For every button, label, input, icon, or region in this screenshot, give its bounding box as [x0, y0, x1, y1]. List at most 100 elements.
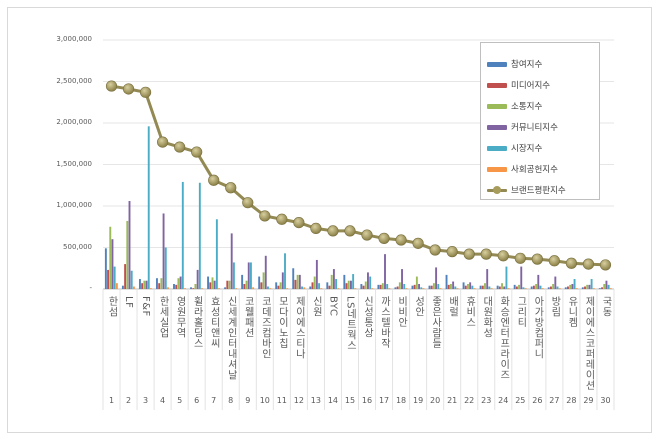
rank-label: 11 [276, 396, 287, 405]
bar-2-18 [396, 286, 399, 289]
brand-point-14 [327, 225, 339, 237]
bar-3-5 [177, 278, 180, 289]
bar-6-25 [524, 288, 527, 289]
bar-2-25 [515, 286, 518, 289]
bar-5-16 [369, 276, 372, 289]
bar-3-29 [586, 284, 589, 289]
bar-1-3 [138, 279, 141, 289]
bar-6-28 [575, 288, 578, 289]
brand-point-10 [259, 210, 271, 222]
bar-2-26 [532, 285, 535, 289]
y-tick-label: 2,500,000 [56, 76, 92, 85]
category-label: 모다이노칩 [276, 296, 288, 349]
rank-label: 4 [160, 396, 166, 405]
bar-3-18 [398, 282, 401, 289]
bar-1-16 [360, 284, 363, 289]
category-label: 신성통상 [361, 296, 373, 338]
bar-5-29 [590, 279, 593, 289]
bar-4-25 [520, 266, 523, 289]
bar-5-17 [386, 284, 389, 289]
bar-5-28 [573, 279, 576, 289]
chart-frame [7, 7, 652, 433]
brand-point-20 [429, 244, 441, 256]
rank-label: 1 [108, 396, 115, 405]
category-label: F&F [140, 296, 152, 317]
bar-2-13 [311, 282, 314, 289]
rank-label: 13 [310, 396, 321, 405]
bar-6-17 [388, 288, 391, 289]
legend-item: 브랜드평판지수 [487, 183, 566, 197]
rank-label: 9 [245, 396, 251, 405]
bar-5-27 [556, 286, 559, 289]
legend-swatch [487, 124, 507, 130]
bar-2-2 [124, 264, 127, 289]
brand-point-9 [242, 197, 254, 209]
brand-point-17 [378, 232, 390, 244]
bar-5-18 [403, 284, 406, 289]
bar-4-12 [298, 274, 301, 289]
bar-6-21 [456, 288, 459, 289]
bar-6-20 [439, 288, 442, 289]
y-tick-label: 2,000,000 [56, 118, 92, 126]
bar-3-28 [569, 284, 572, 289]
rank-label: 28 [566, 396, 577, 405]
bar-4-7 [213, 280, 216, 289]
rank-label: 29 [583, 396, 594, 405]
category-label: 배럴 [446, 296, 458, 317]
bar-1-19 [411, 285, 414, 289]
bar-4-16 [367, 272, 369, 289]
bar-5-21 [454, 286, 457, 289]
bar-4-6 [196, 269, 199, 289]
bar-4-22 [469, 282, 472, 289]
rank-label: 2 [125, 396, 132, 405]
bar-6-29 [592, 288, 595, 289]
bar-6-5 [184, 288, 186, 289]
bar-4-21 [452, 281, 455, 289]
category-label: 신원 [310, 296, 322, 317]
bar-4-5 [179, 276, 182, 289]
legend-swatch [487, 103, 507, 109]
bar-1-24 [496, 285, 499, 289]
category-label: 좋은사람들 [429, 296, 441, 349]
rank-label: 5 [177, 396, 183, 405]
rank-label: 19 [413, 396, 424, 405]
bar-1-6 [190, 287, 192, 289]
brand-point-25 [514, 252, 526, 264]
brand-point-15 [344, 225, 356, 237]
category-label: LF [123, 296, 135, 309]
rank-label: 30 [600, 396, 611, 405]
bar-5-26 [539, 285, 542, 289]
y-tick-label: 1,000,000 [56, 201, 92, 209]
category-label: 화승엔터프라이즈 [497, 296, 509, 380]
bar-3-16 [364, 281, 367, 289]
bar-5-19 [420, 287, 423, 289]
bar-3-6 [194, 284, 197, 289]
bar-4-11 [281, 272, 284, 289]
bar-5-10 [267, 286, 269, 289]
rank-label: 8 [228, 396, 234, 405]
bar-2-1 [107, 269, 110, 289]
bar-6-27 [558, 288, 561, 289]
bar-1-25 [513, 284, 516, 289]
bar-4-17 [384, 254, 386, 289]
bar-3-23 [484, 283, 486, 289]
category-label: 신세계인터내셔날 [225, 296, 237, 380]
bar-4-1 [111, 239, 114, 289]
bar-5-5 [181, 181, 184, 289]
bar-1-27 [547, 287, 550, 289]
bar-4-30 [605, 280, 608, 289]
rank-label: 14 [327, 396, 339, 405]
brand-point-23 [480, 248, 492, 260]
legend-label: 브랜드평판지수 [511, 186, 566, 196]
bar-1-26 [530, 286, 533, 289]
bar-6-4 [167, 287, 169, 289]
rank-label: 22 [464, 396, 475, 405]
bar-2-8 [226, 280, 229, 289]
bar-3-9 [245, 280, 248, 289]
bar-3-17 [381, 283, 384, 289]
brand-point-7 [208, 174, 220, 186]
legend-marker [493, 185, 501, 194]
rank-label: 10 [259, 396, 270, 405]
brand-point-19 [412, 237, 424, 249]
bar-4-2 [128, 201, 131, 289]
